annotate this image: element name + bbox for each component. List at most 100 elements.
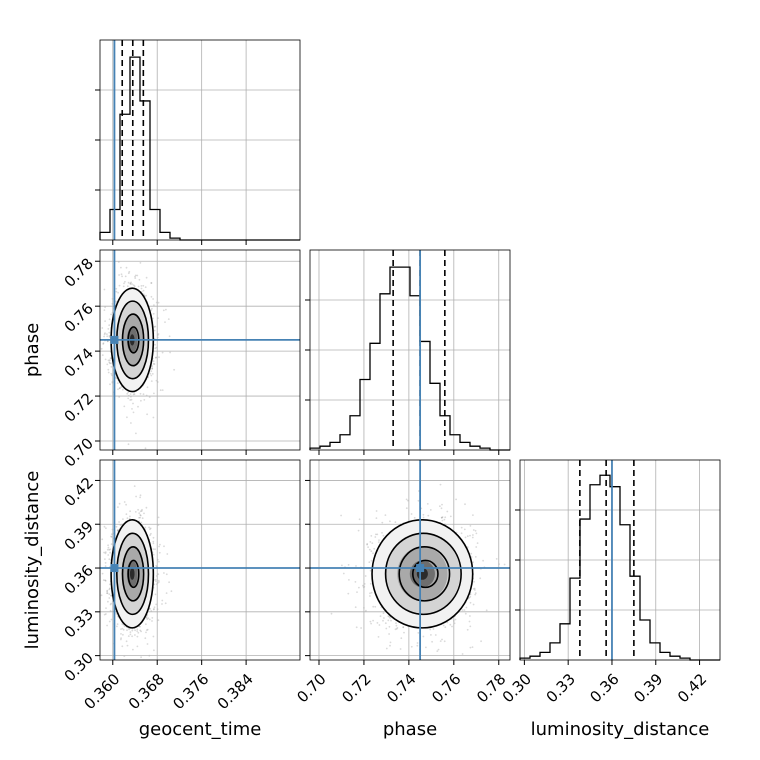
sample-point	[387, 615, 390, 618]
y-tick-label: 0.70	[61, 434, 97, 470]
sample-point	[129, 510, 132, 513]
sample-point	[387, 619, 390, 622]
sample-point	[120, 637, 122, 639]
sample-point	[370, 622, 372, 625]
sample-point	[416, 642, 419, 644]
histogram-steps	[99, 56, 300, 241]
sample-point	[163, 572, 165, 574]
sample-point	[440, 516, 443, 519]
sample-point	[364, 575, 367, 577]
sample-point	[104, 562, 107, 564]
sample-point	[130, 281, 133, 284]
sample-point	[148, 396, 151, 398]
sample-point	[140, 630, 143, 633]
sample-point	[474, 592, 477, 594]
sample-point	[464, 503, 466, 506]
sample-point	[449, 623, 452, 626]
histogram-steps	[309, 266, 510, 451]
sample-point	[134, 634, 136, 636]
sample-point	[395, 628, 398, 630]
sample-point	[137, 285, 140, 288]
panel-frame	[99, 249, 301, 451]
sample-point	[439, 483, 442, 486]
sample-point	[374, 605, 377, 608]
sample-point	[120, 633, 122, 635]
sample-point	[150, 370, 153, 373]
sample-point	[163, 545, 165, 548]
sample-point	[110, 618, 113, 621]
sample-point	[149, 372, 152, 375]
sample-point	[134, 274, 137, 277]
sample-point	[355, 565, 357, 567]
sample-point	[382, 619, 384, 622]
sample-point	[379, 615, 382, 618]
sample-point	[165, 592, 168, 594]
sample-point	[126, 629, 128, 632]
sample-point	[152, 298, 155, 300]
sample-point	[157, 573, 160, 576]
sample-point	[155, 356, 158, 359]
sample-point	[140, 656, 143, 659]
sample-point	[136, 628, 139, 631]
sample-point	[485, 609, 488, 612]
sample-point	[154, 325, 157, 328]
sample-point	[127, 635, 130, 637]
sample-point	[369, 620, 372, 623]
sample-point	[466, 535, 469, 538]
sample-point	[134, 511, 137, 513]
sample-point	[341, 564, 343, 567]
sample-point	[103, 335, 105, 338]
sample-point	[129, 515, 131, 518]
sample-point	[153, 363, 156, 365]
sample-point	[145, 631, 147, 634]
sample-point	[96, 343, 98, 345]
sample-point	[108, 331, 111, 334]
sample-point	[158, 581, 160, 583]
sample-point	[378, 539, 380, 541]
sample-point	[98, 526, 100, 528]
sample-point	[128, 270, 131, 273]
sample-point	[125, 503, 127, 506]
sample-point	[474, 556, 477, 558]
sample-point	[466, 628, 469, 631]
sample-point	[342, 572, 345, 575]
truth-marker	[110, 564, 119, 573]
sample-point	[120, 273, 123, 276]
sample-point	[475, 532, 478, 535]
sample-point	[136, 630, 139, 632]
sample-point	[108, 597, 111, 599]
sample-point	[125, 266, 128, 269]
sample-point	[104, 320, 106, 322]
y-tick-label: 0.33	[61, 605, 97, 641]
sample-point	[158, 545, 161, 548]
sample-point	[106, 548, 109, 551]
sample-point	[142, 393, 145, 396]
sample-point	[109, 609, 112, 612]
sample-point	[117, 388, 119, 391]
sample-point	[115, 290, 118, 293]
sample-point	[372, 605, 375, 608]
sample-point	[461, 609, 464, 611]
sample-point	[372, 552, 374, 555]
sample-point	[140, 521, 143, 524]
sample-point	[158, 551, 161, 554]
sample-point	[385, 627, 388, 630]
sample-point	[366, 543, 369, 545]
sample-point	[394, 628, 397, 631]
sample-point	[115, 287, 118, 290]
sample-point	[143, 512, 145, 515]
sample-point	[95, 318, 97, 320]
sample-point	[436, 650, 439, 652]
x-tick-label: 0.33	[543, 670, 579, 706]
sample-point	[388, 616, 391, 618]
sample-point	[133, 393, 136, 395]
sample-point	[469, 525, 472, 527]
sample-point	[464, 536, 467, 539]
sample-point	[454, 618, 457, 621]
sample-point	[121, 623, 124, 625]
sample-point	[469, 615, 471, 617]
sample-point	[358, 518, 361, 521]
contour-line	[411, 559, 439, 589]
sample-point	[384, 514, 387, 516]
sample-point	[166, 553, 169, 555]
